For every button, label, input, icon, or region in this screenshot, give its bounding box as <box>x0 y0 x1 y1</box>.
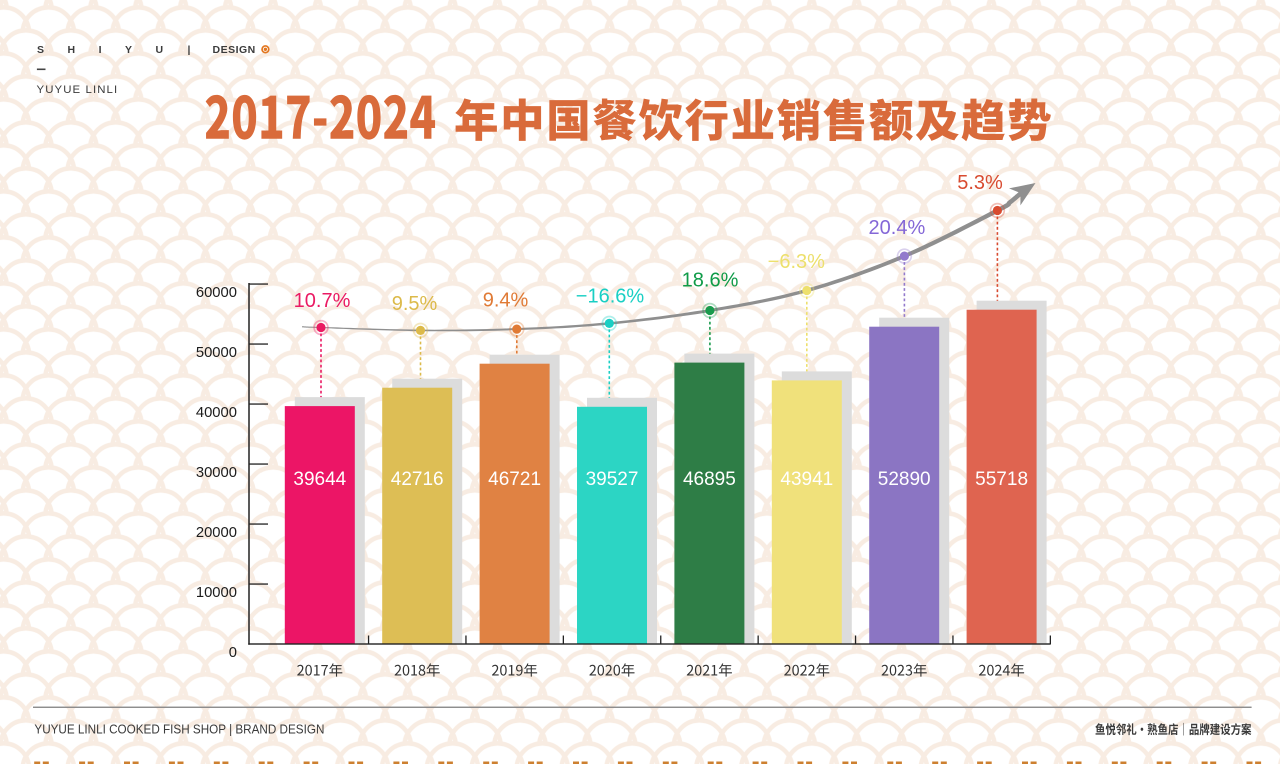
svg-text:−6.3%: −6.3% <box>768 251 825 273</box>
svg-text:DESIGN: DESIGN <box>213 44 256 56</box>
svg-text:18.6%: 18.6% <box>682 270 739 292</box>
svg-text:0: 0 <box>229 645 237 661</box>
svg-text:20000: 20000 <box>196 525 237 541</box>
svg-text:40000: 40000 <box>196 405 237 421</box>
svg-text:43941: 43941 <box>780 469 833 490</box>
svg-text:YUYUE LINLI: YUYUE LINLI <box>37 84 119 96</box>
svg-text:|: | <box>188 44 191 56</box>
svg-text:39527: 39527 <box>586 469 639 490</box>
svg-text:SHIYU: SHIYU <box>37 44 187 56</box>
svg-text:10000: 10000 <box>196 585 237 601</box>
svg-text:10.7%: 10.7% <box>294 290 351 312</box>
svg-text:50000: 50000 <box>196 345 237 361</box>
svg-text:20.4%: 20.4% <box>869 217 926 239</box>
svg-text:52890: 52890 <box>878 469 931 490</box>
svg-text:5.3%: 5.3% <box>957 172 1003 194</box>
svg-text:9.5%: 9.5% <box>392 293 438 315</box>
svg-text:YUYUE LINLI COOKED FISH SHOP |: YUYUE LINLI COOKED FISH SHOP | BRAND DES… <box>34 722 324 737</box>
svg-text:46721: 46721 <box>488 469 541 490</box>
svg-text:55718: 55718 <box>975 469 1028 490</box>
svg-text:9.4%: 9.4% <box>483 290 529 312</box>
svg-text:42716: 42716 <box>391 469 444 490</box>
svg-text:46895: 46895 <box>683 469 736 490</box>
svg-text:60000: 60000 <box>196 285 237 301</box>
svg-text:30000: 30000 <box>196 465 237 481</box>
svg-text:−16.6%: −16.6% <box>576 286 645 308</box>
svg-text:39644: 39644 <box>293 469 346 490</box>
